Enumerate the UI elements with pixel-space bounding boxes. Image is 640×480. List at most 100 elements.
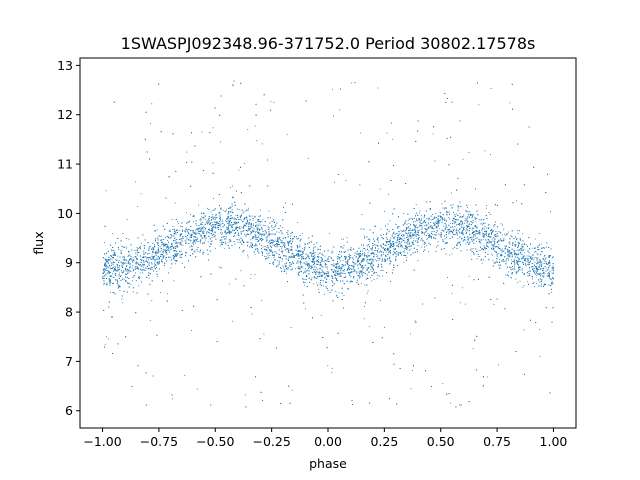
data-point: [361, 214, 363, 215]
data-point: [547, 264, 549, 266]
data-point: [468, 222, 470, 224]
data-point: [155, 252, 157, 254]
data-point: [332, 88, 333, 90]
data-point: [370, 277, 371, 279]
data-point: [304, 246, 306, 248]
data-point: [368, 326, 370, 328]
data-point: [221, 240, 223, 242]
data-point: [494, 262, 496, 264]
data-point: [396, 253, 398, 255]
data-point: [322, 271, 324, 273]
data-point: [311, 255, 313, 257]
data-point: [151, 256, 153, 258]
data-point: [313, 253, 315, 255]
data-point: [212, 227, 214, 229]
data-point: [145, 258, 147, 260]
data-point: [317, 253, 319, 255]
data-point: [298, 257, 300, 259]
data-point: [305, 274, 307, 276]
data-point: [316, 282, 318, 284]
data-point: [199, 233, 201, 235]
data-point: [235, 218, 237, 220]
data-point: [376, 256, 378, 257]
data-point: [517, 261, 519, 263]
data-point: [537, 267, 539, 269]
data-point: [160, 249, 162, 251]
data-point: [322, 258, 324, 260]
data-point: [241, 209, 243, 211]
data-point: [426, 245, 428, 247]
data-point: [136, 257, 138, 259]
data-point: [273, 101, 275, 103]
data-point: [237, 241, 239, 243]
data-point: [244, 163, 246, 165]
data-point: [271, 226, 273, 228]
data-point: [241, 209, 243, 211]
data-point: [360, 283, 362, 285]
data-point: [490, 253, 492, 255]
data-point: [527, 250, 529, 252]
data-point: [151, 266, 153, 268]
data-point: [240, 270, 242, 272]
data-point: [112, 233, 114, 235]
data-point: [122, 256, 124, 258]
data-point: [262, 219, 264, 221]
data-point: [151, 266, 152, 268]
data-point: [107, 263, 109, 265]
data-point: [163, 243, 165, 245]
data-point: [383, 248, 385, 250]
data-point: [448, 231, 450, 233]
data-point: [492, 244, 494, 246]
data-point: [544, 273, 546, 275]
data-point: [204, 237, 206, 239]
data-point: [393, 250, 394, 252]
data-point: [154, 230, 156, 232]
data-point: [377, 241, 379, 243]
data-point: [424, 228, 426, 230]
data-point: [437, 241, 439, 243]
data-point: [483, 234, 485, 236]
data-point: [410, 388, 412, 390]
data-point: [211, 240, 213, 242]
data-point: [354, 255, 356, 256]
data-point: [268, 227, 270, 229]
data-point: [394, 249, 396, 251]
data-point: [461, 238, 463, 240]
data-point: [145, 267, 147, 269]
data-point: [508, 231, 509, 233]
data-point: [524, 252, 526, 254]
data-point: [317, 262, 319, 263]
data-point: [476, 240, 477, 242]
data-point: [156, 258, 158, 260]
data-point: [439, 220, 441, 221]
data-point: [277, 256, 279, 258]
data-point: [320, 314, 322, 316]
data-point: [499, 268, 501, 270]
data-point: [109, 258, 111, 260]
data-point: [365, 278, 367, 280]
data-point: [480, 223, 482, 225]
data-point: [130, 283, 132, 285]
data-point: [381, 254, 383, 255]
data-point: [305, 308, 306, 310]
data-point: [143, 266, 144, 268]
data-point: [412, 233, 414, 235]
data-point: [416, 234, 418, 236]
data-point: [424, 241, 426, 243]
data-point: [544, 260, 546, 262]
data-point: [156, 229, 158, 231]
data-point: [212, 226, 214, 228]
data-point: [150, 268, 152, 270]
data-point: [225, 238, 227, 240]
data-point: [266, 253, 268, 254]
data-point: [550, 270, 552, 272]
data-point: [173, 280, 175, 282]
data-point: [301, 266, 303, 268]
data-point: [272, 240, 274, 242]
data-point: [156, 271, 158, 273]
data-point: [237, 227, 239, 228]
data-point: [337, 269, 339, 271]
data-point: [311, 260, 312, 262]
data-point: [303, 279, 305, 280]
